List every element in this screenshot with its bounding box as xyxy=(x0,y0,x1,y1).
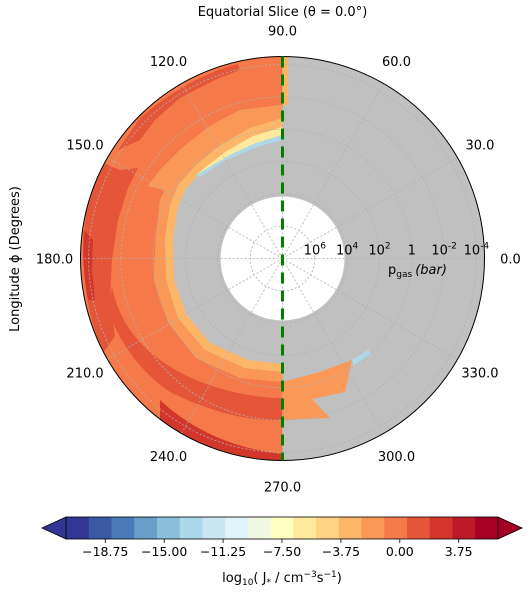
colorbar-segment xyxy=(134,517,158,539)
colorbar-label: log10( J* / cm−3s−1) xyxy=(222,570,342,588)
angular-tick-label: 270.0 xyxy=(264,481,301,496)
colorbar-segment xyxy=(225,517,249,539)
colorbar-segment xyxy=(316,517,340,539)
angular-tick-label: 0.0 xyxy=(500,253,521,268)
colorbar-extend-low xyxy=(41,516,67,540)
radial-axis-label: pgas (bar) xyxy=(388,263,447,280)
colorbar-tick-label: −11.25 xyxy=(200,544,246,559)
radial-tick-label: 10-4 xyxy=(464,242,490,259)
day-side-field xyxy=(80,56,283,461)
field-yellow-rim xyxy=(196,127,283,175)
colorbar-tick-label: −3.75 xyxy=(322,544,360,559)
colorbar-segment xyxy=(361,517,385,539)
colorbar: −18.75 −15.00 −11.25 −7.50 −3.75 0.00 3.75 xyxy=(41,516,523,559)
field-band-right-edge xyxy=(352,350,372,366)
field-red-zone-left xyxy=(83,160,138,352)
y-axis-label: Longitude ϕ (Degrees) xyxy=(8,186,23,332)
colorbar-segment xyxy=(88,517,112,539)
colorbar-segment xyxy=(452,517,476,539)
field-pale-rim xyxy=(196,135,283,177)
grid-spoke xyxy=(181,83,283,259)
field-red-zone-upper xyxy=(118,64,240,150)
chart-title: Equatorial Slice (θ = 0.0°) xyxy=(198,5,368,20)
radial-tick-label: 104 xyxy=(336,242,359,259)
colorbar-segment xyxy=(111,517,135,539)
angular-tick-label: 330.0 xyxy=(461,367,498,382)
angular-tick-label: 150.0 xyxy=(66,139,103,154)
grid-spoke xyxy=(107,258,283,360)
grid-spoke xyxy=(282,157,458,259)
colorbar-segment xyxy=(179,517,203,539)
grid-spoke xyxy=(282,83,384,259)
angular-tick-label: 300.0 xyxy=(378,450,415,465)
field-band-right-lower xyxy=(282,360,352,420)
angular-tick-label: 180.0 xyxy=(36,253,73,268)
colorbar-segment xyxy=(202,517,226,539)
colorbar-segment xyxy=(247,517,272,539)
polar-grid xyxy=(80,56,485,461)
radial-tick-label: 102 xyxy=(368,242,390,259)
colorbar-segment xyxy=(384,517,408,539)
colorbar-tick-label: −7.50 xyxy=(263,544,301,559)
grid-spoke xyxy=(282,258,384,434)
field-red-zone-bottom xyxy=(160,400,283,461)
grid-spoke xyxy=(181,258,283,434)
angular-tick-label: 60.0 xyxy=(382,55,411,70)
colorbar-tick-label: 0.00 xyxy=(386,544,414,559)
field-orange-rim xyxy=(148,105,283,382)
radial-tick-label: 106 xyxy=(304,242,327,259)
angular-tick-labels: 0.0 30.0 60.0 90.0 120.0 150.0 180.0 210.0 240.0… xyxy=(36,25,521,496)
colorbar-segment xyxy=(156,517,181,539)
colorbar-segment xyxy=(407,517,431,539)
angular-tick-label: 120.0 xyxy=(150,55,187,70)
colorbar-segment xyxy=(429,517,454,539)
grid-spoke xyxy=(107,157,283,259)
colorbar-segment xyxy=(293,517,317,539)
colorbar-extend-high xyxy=(497,516,523,540)
colorbar-tick-label: 3.75 xyxy=(445,544,473,559)
colorbar-segment xyxy=(66,517,90,539)
radial-tick-label: 10-2 xyxy=(431,242,457,259)
angular-tick-label: 90.0 xyxy=(268,25,297,40)
field-red-zone-lower xyxy=(108,286,283,421)
grid-spoke xyxy=(282,258,458,360)
colorbar-tick-label: −18.75 xyxy=(82,544,128,559)
angular-tick-label: 240.0 xyxy=(150,450,187,465)
angular-tick-label: 210.0 xyxy=(66,367,103,382)
angular-tick-label: 30.0 xyxy=(465,139,494,154)
radial-tick-label: 1 xyxy=(408,244,416,259)
colorbar-segment xyxy=(475,517,499,539)
colorbar-tick-label: −15.00 xyxy=(141,544,187,559)
field-red-zone-far xyxy=(83,230,95,300)
colorbar-segment xyxy=(338,517,363,539)
colorbar-segment xyxy=(270,517,294,539)
radial-tick-labels: 10-4 10-2 1 102 104 106 xyxy=(304,242,490,259)
